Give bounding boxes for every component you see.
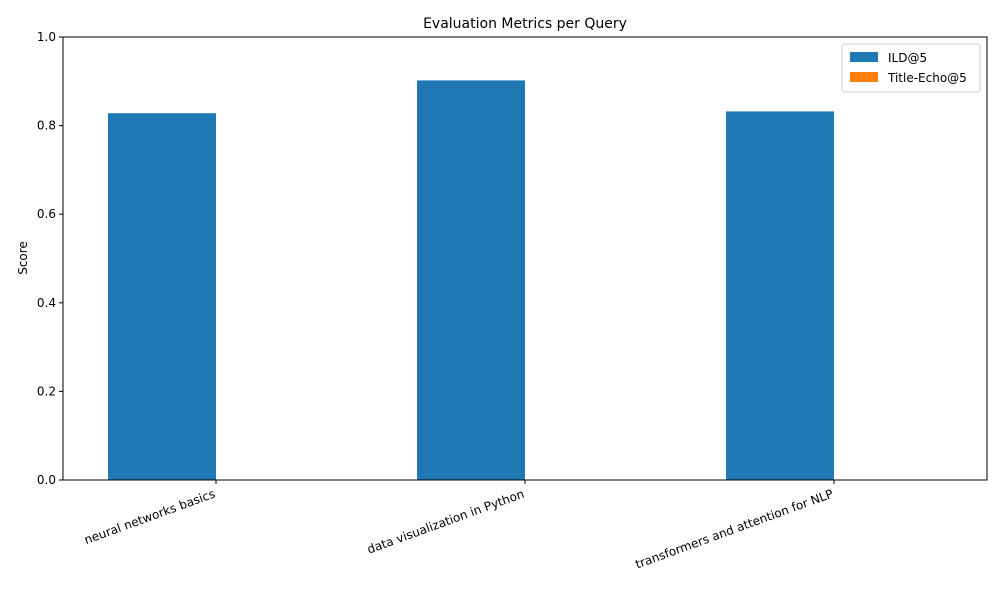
x-tick-label: transformers and attention for NLP	[633, 487, 835, 572]
y-tick-label: 1.0	[37, 30, 56, 44]
legend-entry: ILD@5	[888, 51, 927, 65]
chart-title: Evaluation Metrics per Query	[423, 16, 627, 32]
legend-swatch	[850, 72, 878, 82]
x-tick-label: neural networks basics	[82, 487, 217, 547]
legend-swatch	[850, 52, 878, 62]
y-tick-label: 0.8	[37, 119, 56, 133]
bars	[108, 80, 834, 481]
y-tick-label: 0.4	[37, 296, 56, 310]
y-axis-ticks: 0.0 0.2 0.4 0.6 0.8 1.0	[37, 30, 63, 487]
y-tick-label: 0.6	[37, 207, 56, 221]
legend-entry: Title-Echo@5	[887, 71, 967, 85]
bar-ild-5-1	[417, 80, 525, 480]
bar-ild-5-0	[108, 113, 216, 481]
y-tick-label: 0.2	[37, 384, 56, 398]
x-tick-label: data visualization in Python	[365, 487, 526, 557]
x-axis-ticks: neural networks basics data visualization…	[82, 480, 835, 571]
y-tick-label: 0.0	[37, 473, 56, 487]
legend: ILD@5 Title-Echo@5	[841, 43, 981, 93]
plot-frame	[62, 36, 988, 481]
y-axis-label: Score	[16, 241, 30, 275]
bar-ild-5-2	[726, 111, 834, 480]
